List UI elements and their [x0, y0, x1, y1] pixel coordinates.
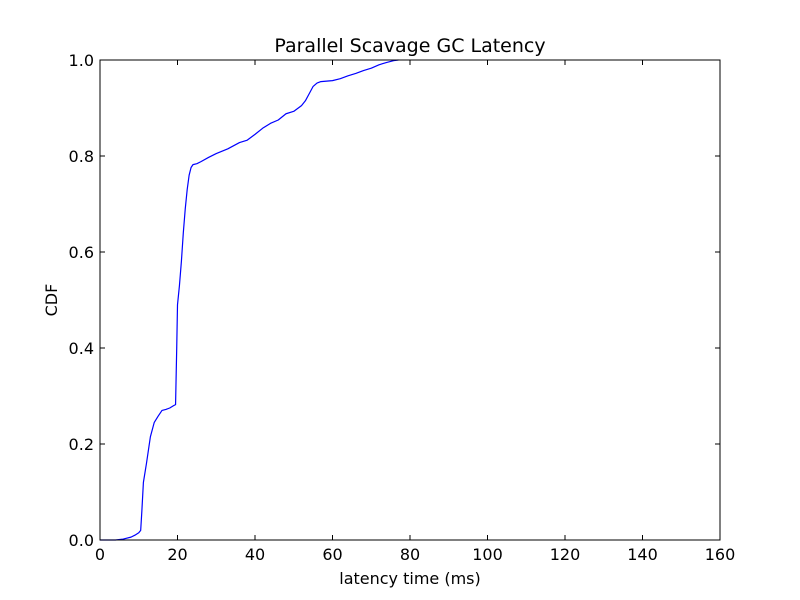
chart-title: Parallel Scavage GC Latency — [274, 35, 545, 57]
y-axis: 0.0 0.2 0.4 0.6 0.8 1.0 — [69, 51, 720, 550]
x-tick-label-4: 80 — [400, 545, 420, 564]
x-tick-label-1: 20 — [167, 545, 187, 564]
x-axis-label: latency time (ms) — [339, 569, 481, 588]
x-axis: 0 20 40 60 80 100 120 140 160 — [95, 60, 735, 564]
y-tick-label-4: 0.8 — [69, 147, 94, 166]
x-tick-label-8: 160 — [705, 545, 736, 564]
y-tick-label-5: 1.0 — [69, 51, 94, 70]
x-tick-label-3: 60 — [322, 545, 342, 564]
y-tick-label-2: 0.4 — [69, 339, 94, 358]
plot-area — [100, 59, 399, 541]
x-tick-label-7: 140 — [627, 545, 658, 564]
x-tick-label-2: 40 — [245, 545, 265, 564]
y-tick-label-1: 0.2 — [69, 435, 94, 454]
x-tick-label-5: 100 — [472, 545, 503, 564]
y-axis-label: CDF — [42, 284, 61, 317]
y-tick-label-0: 0.0 — [69, 531, 94, 550]
x-tick-label-6: 120 — [550, 545, 581, 564]
x-tick-label-0: 0 — [95, 545, 105, 564]
plot-frame — [99, 59, 721, 541]
y-tick-label-3: 0.6 — [69, 243, 94, 262]
cdf-series-line-0 — [100, 59, 399, 541]
